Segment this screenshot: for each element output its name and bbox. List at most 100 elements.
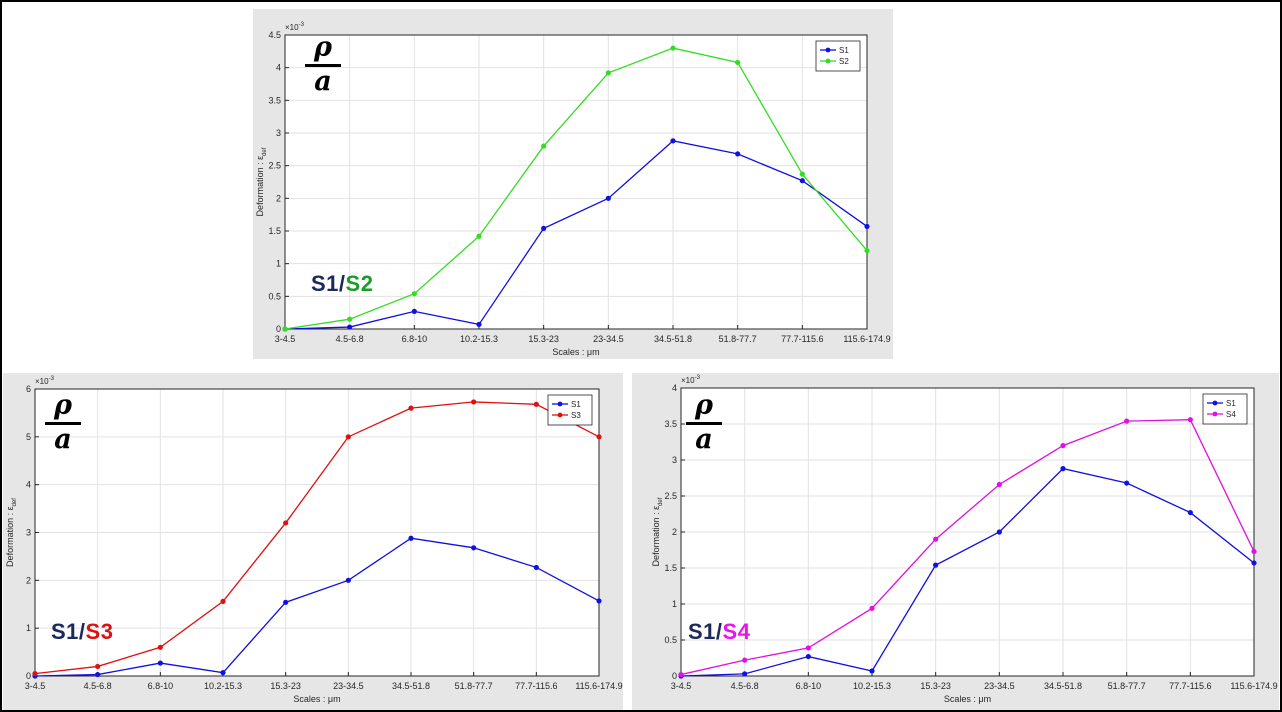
data-point-s3 [32, 671, 38, 677]
comparison-other: S4 [722, 619, 751, 644]
comparison-ref: S1 [688, 619, 716, 644]
x-axis-label: Scales : μm [552, 347, 599, 357]
x-tick-label: 34.5-51.8 [392, 681, 430, 691]
y-tick-label: 0 [672, 671, 677, 681]
data-point-s1 [1251, 560, 1257, 566]
data-point-s1 [220, 670, 226, 676]
data-point-s1 [996, 529, 1002, 535]
y-tick-label: 3.5 [268, 95, 281, 105]
y-tick-label: 2 [26, 575, 31, 585]
x-tick-label: 3-4.5 [25, 681, 46, 691]
rho-over-a-formula: ρ a [684, 391, 724, 453]
x-tick-label: 23-34.5 [984, 681, 1015, 691]
data-point-s1 [471, 545, 477, 551]
y-tick-label: 1 [26, 623, 31, 633]
y-tick-label: 2.5 [664, 491, 677, 501]
data-point-s4 [1187, 417, 1193, 423]
comparison-other: S3 [85, 619, 114, 644]
legend-box [547, 394, 593, 426]
data-point-s1 [596, 598, 602, 604]
x-tick-label: 77.7-115.6 [515, 681, 557, 691]
chart-s1-s2: 3-4.5 4.5-6.8 6.8-10 10.2-15.3 15.3-23 23-34.… [255, 22, 891, 357]
data-point-s4 [996, 481, 1002, 488]
comparison-ref: S1 [51, 619, 79, 644]
fraction-bar [305, 64, 341, 67]
legend-label: S2 [839, 57, 849, 66]
rho-over-a-formula: ρ a [43, 391, 83, 453]
series-line-s1 [680, 467, 1255, 677]
comparison-label: S1/S3 [51, 619, 113, 645]
comparison-separator: / [78, 619, 86, 644]
formula-denominator: a [54, 424, 72, 455]
legend-marker [1212, 400, 1218, 406]
x-tick-label: 15.3-23 [528, 334, 559, 344]
chart-panel-s1-s4: 3-4.5 4.5-6.8 6.8-10 10.2-15.3 15.3-23 23-34.… [632, 373, 1279, 710]
comparison-other: S2 [345, 271, 374, 296]
x-tick-label: 6.8-10 [402, 334, 428, 344]
formula-numerator: ρ [695, 390, 713, 421]
data-point-s3 [283, 520, 289, 526]
axis-multiplier: ×10-3 [285, 22, 305, 32]
x-tick-label: 15.3-23 [920, 681, 951, 691]
data-point-s2 [282, 326, 288, 332]
x-tick-label: 10.2-15.3 [853, 681, 891, 691]
x-tick-label: 23-34.5 [333, 681, 364, 691]
y-tick-label: 3.5 [664, 419, 677, 429]
fraction-bar [45, 422, 81, 425]
axis-multiplier: ×10-3 [681, 375, 701, 385]
data-point-s1 [541, 225, 547, 231]
legend-label: S1 [571, 400, 581, 409]
chart-s1-s3: 3-4.5 4.5-6.8 6.8-10 10.2-15.3 15.3-23 23-34.… [5, 376, 623, 704]
data-point-s4 [805, 645, 811, 651]
y-tick-label: 4.5 [268, 30, 281, 40]
y-axis-label: Deformation : εdef [651, 497, 664, 566]
y-tick-label: 4 [276, 63, 281, 73]
y-axis-label: Deformation : εdef [5, 498, 18, 567]
x-tick-label: 51.8-77.7 [1108, 681, 1146, 691]
data-point-s1 [345, 577, 351, 583]
data-point-s1 [742, 671, 748, 677]
x-tick-label: 3-4.5 [671, 681, 692, 691]
series-line-s1 [284, 140, 868, 330]
data-point-s1 [408, 535, 414, 541]
data-point-s4 [1124, 418, 1130, 424]
formula-denominator: a [695, 424, 713, 455]
data-point-s3 [533, 401, 539, 407]
comparison-label: S1/S4 [688, 619, 750, 645]
y-tick-label: 2.5 [268, 161, 281, 171]
x-tick-label: 15.3-23 [270, 681, 301, 691]
y-tick-label: 1 [276, 259, 281, 269]
series-line-s1 [34, 537, 600, 677]
x-tick-label: 77.7-115.6 [1169, 681, 1211, 691]
y-tick-label: 2 [276, 193, 281, 203]
data-point-s2 [670, 45, 676, 51]
legend-marker [825, 58, 831, 64]
x-tick-label: 34.5-51.8 [1044, 681, 1082, 691]
data-point-s2 [799, 171, 805, 177]
y-tick-label: 1.5 [268, 226, 281, 236]
x-axis-label: Scales : μm [293, 694, 340, 704]
series-line-s2 [284, 47, 868, 330]
comparison-separator: / [715, 619, 723, 644]
chart-panel-s1-s3: 3-4.5 4.5-6.8 6.8-10 10.2-15.3 15.3-23 23-34.… [3, 373, 623, 710]
data-point-s1 [869, 668, 875, 674]
legend-marker [557, 412, 563, 418]
data-point-s2 [541, 143, 547, 149]
data-point-s1 [799, 178, 805, 184]
data-point-s1 [283, 599, 289, 605]
y-tick-label: 4 [26, 480, 31, 490]
fraction-bar [686, 422, 722, 425]
x-tick-label: 77.7-115.6 [781, 334, 823, 344]
formula-denominator: a [314, 66, 332, 97]
y-tick-label: 3 [672, 455, 677, 465]
x-tick-label: 51.8-77.7 [455, 681, 493, 691]
formula-numerator: ρ [54, 390, 72, 421]
y-tick-label: 1 [672, 599, 677, 609]
legend-label: S1 [1226, 399, 1236, 408]
data-point-s1 [533, 564, 539, 571]
x-tick-label: 4.5-6.8 [731, 681, 759, 691]
x-tick-label: 4.5-6.8 [336, 334, 364, 344]
data-point-s4 [1251, 548, 1257, 555]
chart-s1-s4: 3-4.5 4.5-6.8 6.8-10 10.2-15.3 15.3-23 23-34.… [651, 375, 1278, 704]
x-tick-label: 115.6-174.9 [575, 681, 622, 691]
